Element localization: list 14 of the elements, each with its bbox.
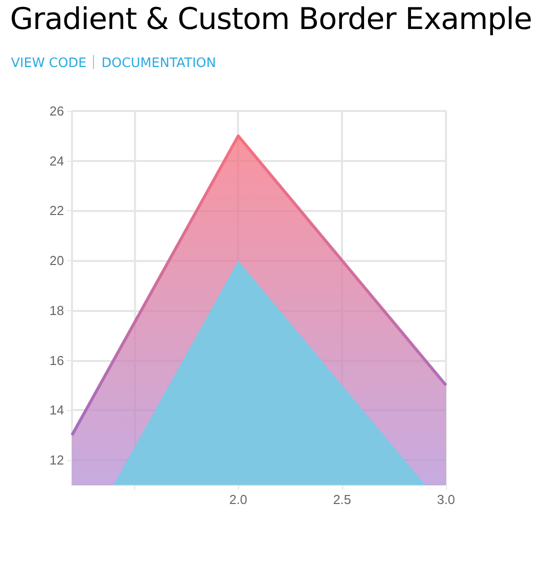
x-tick-label: 3.0: [436, 492, 456, 507]
y-tick-label: 12: [50, 452, 64, 468]
x-tick-label: 2.0: [229, 492, 248, 507]
y-tick-label: 14: [50, 402, 64, 418]
y-tick-label: 16: [50, 352, 64, 368]
chart-title: Gradient & Custom Border Example: [10, 2, 532, 37]
y-tick-label: 26: [50, 104, 64, 118]
text: DOCUMENTATION: [101, 56, 216, 71]
y-tick-label: 20: [50, 253, 64, 268]
y-tick-label: 18: [50, 302, 64, 318]
x-tick-label: 2.5: [333, 492, 352, 507]
y-tick-label: 24: [50, 153, 64, 168]
text: VIEW CODE: [11, 56, 86, 71]
y-tick-label: 22: [50, 203, 64, 218]
